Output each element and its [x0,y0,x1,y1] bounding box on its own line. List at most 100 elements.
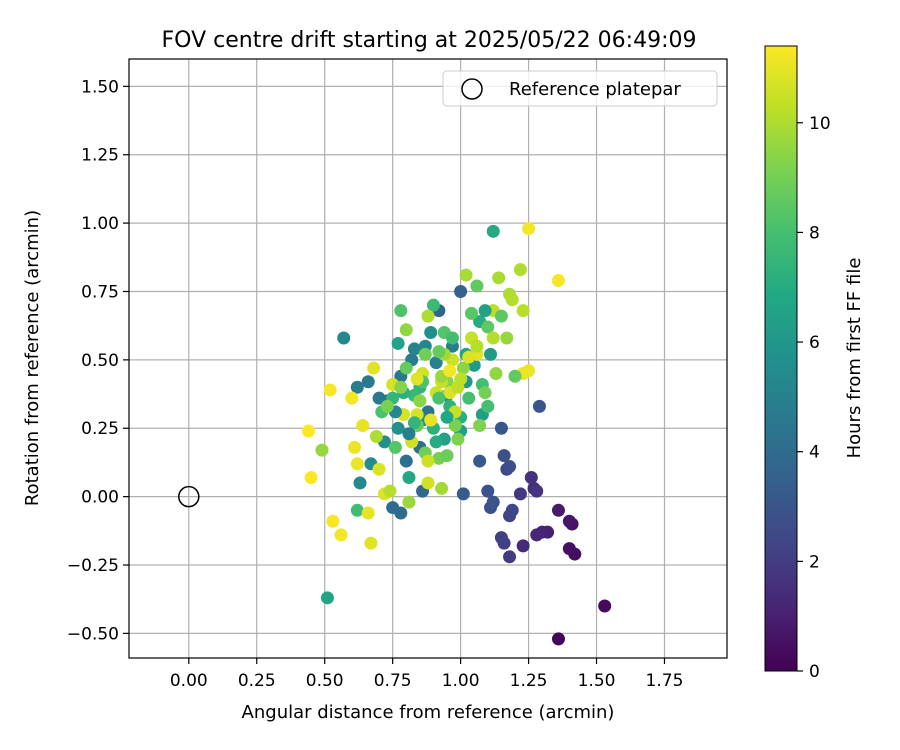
data-point [372,462,386,476]
data-point [445,331,459,345]
data-point [350,503,364,517]
colorbar: 0 2 4 6 8 10 Hours from first FF file [764,45,865,682]
data-point [494,309,508,323]
data-point [421,454,435,468]
data-point [484,347,498,361]
data-point [361,506,375,520]
data-point [369,429,383,443]
data-point [489,367,503,381]
colorbar-tick-label: 0 [809,662,820,682]
data-point [516,539,530,553]
data-point [320,591,334,605]
data-point [353,476,367,490]
data-point [503,550,517,564]
data-point [399,454,413,468]
data-point [551,503,565,517]
legend-box [442,70,718,107]
data-point [440,449,454,463]
data-point [530,484,544,498]
plot-frame [128,58,728,659]
data-point [598,599,612,613]
y-axis-label: Rotation from reference (arcmin) [22,210,43,506]
x-tick-label: 0.25 [238,671,276,691]
data-points [301,222,612,646]
data-point [367,361,381,375]
data-point [530,528,544,542]
data-point [424,413,438,427]
data-point [348,440,362,454]
colorbar-label: Hours from first FF file [844,258,865,459]
data-point [323,383,337,397]
data-point [424,326,438,340]
data-point [503,460,517,474]
data-point [522,222,536,236]
data-point [478,386,492,400]
data-point [418,347,432,361]
data-point [562,514,576,528]
colorbar-tick-label: 6 [809,333,820,353]
data-point [394,304,408,318]
data-point [334,528,348,542]
data-point [402,495,416,509]
data-point [516,304,530,318]
data-point [350,380,364,394]
data-point [513,487,527,501]
data-point [486,224,500,238]
colorbar-tick-label: 4 [809,443,820,463]
data-point [410,372,424,386]
y-tick-label: −0.25 [67,556,119,576]
y-tick-label: 1.25 [81,146,119,166]
data-point [481,399,495,413]
data-point [532,399,546,413]
data-point [456,361,470,375]
data-point [364,536,378,550]
data-point [473,419,487,433]
data-point [435,481,449,495]
data-point [304,470,318,484]
data-point [505,293,519,307]
x-tick-label: 1.00 [442,671,480,691]
data-point [524,470,538,484]
data-point [388,440,402,454]
x-tick-label: 1.50 [578,671,616,691]
data-point [337,331,351,345]
data-point [399,323,413,337]
data-point [494,421,508,435]
data-point [551,274,565,288]
y-tick-label: 0.50 [81,351,119,371]
data-point [383,484,397,498]
data-point [513,263,527,277]
data-point [407,416,421,430]
reference-marker [178,485,200,508]
data-point [440,410,454,424]
data-point [473,454,487,468]
chart-title: FOV centre drift starting at 2025/05/22 … [162,28,697,53]
data-point [454,284,468,298]
colorbar-tick-label: 2 [809,552,820,572]
y-tick-label: 1.00 [81,214,119,234]
data-point [402,470,416,484]
data-point [386,501,400,515]
legend-marker-icon [461,78,483,100]
data-point [481,320,495,334]
x-tick-label: 0.00 [170,671,208,691]
data-point [372,391,386,405]
data-point [350,457,364,471]
data-point [448,419,462,433]
y-tick-label: 1.50 [81,77,119,97]
data-point [462,350,476,364]
data-point [394,380,408,394]
x-axis-label: Angular distance from reference (arcmin) [242,702,615,723]
data-point [402,427,416,441]
data-point [391,421,405,435]
data-point [470,339,484,353]
data-point [492,271,506,285]
data-point [426,298,440,312]
data-point [497,449,511,463]
data-point [432,345,446,359]
legend-label: Reference platepar [509,79,681,100]
data-point [459,268,473,282]
colorbar-tick-label: 8 [809,223,820,243]
data-point [443,364,457,378]
